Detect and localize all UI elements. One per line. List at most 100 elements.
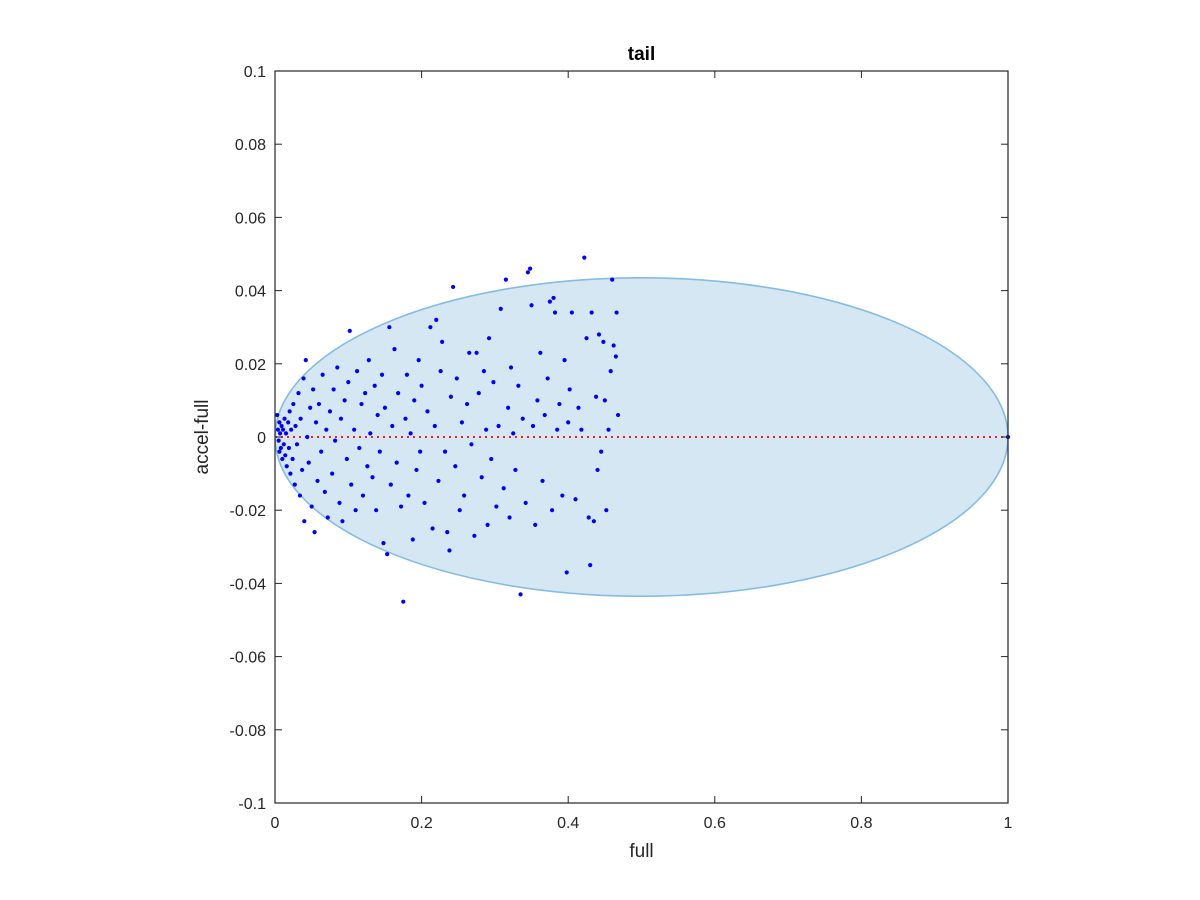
y-axis-label: accel-full — [192, 400, 213, 475]
data-point — [498, 306, 503, 311]
data-point — [368, 431, 373, 436]
data-point — [333, 438, 338, 443]
data-point — [486, 336, 492, 341]
y-tick-label: 0.1 — [244, 64, 266, 81]
data-point — [595, 467, 600, 473]
x-tick-label: 0.2 — [410, 815, 432, 832]
data-point — [283, 453, 288, 458]
data-point — [505, 405, 511, 410]
data-point — [533, 522, 538, 527]
x-axis-label: full — [629, 841, 653, 862]
data-point — [357, 445, 362, 451]
data-point — [442, 449, 448, 454]
data-point — [372, 383, 377, 388]
data-point — [551, 295, 556, 301]
data-point — [347, 328, 352, 333]
data-point — [325, 515, 330, 520]
data-point — [392, 347, 397, 352]
data-point — [375, 412, 380, 418]
data-point — [410, 537, 415, 542]
data-point — [513, 467, 518, 473]
data-point — [344, 456, 349, 462]
data-point — [484, 427, 489, 432]
data-point — [445, 530, 450, 535]
data-point — [567, 387, 572, 392]
data-point — [306, 460, 311, 465]
data-point — [507, 515, 512, 520]
data-point — [284, 464, 289, 469]
data-point — [525, 270, 530, 275]
data-point — [298, 416, 303, 421]
data-point — [440, 339, 445, 344]
data-point — [308, 405, 313, 410]
data-point — [277, 420, 282, 425]
data-point — [462, 493, 467, 498]
data-point — [564, 570, 569, 575]
data-point — [291, 401, 296, 407]
data-point — [454, 376, 459, 381]
data-point — [535, 398, 540, 403]
data-points — [275, 255, 1011, 604]
data-point — [579, 427, 584, 432]
data-point — [286, 445, 292, 451]
data-point — [401, 599, 406, 604]
data-point — [422, 500, 427, 505]
data-point — [360, 493, 366, 498]
x-tick-label: 0.8 — [850, 815, 872, 832]
data-point — [331, 387, 336, 392]
data-point — [280, 427, 286, 432]
data-point — [385, 552, 390, 557]
data-point — [557, 401, 562, 407]
data-point — [416, 358, 421, 363]
y-tick-label: 0.08 — [235, 137, 266, 154]
data-point — [438, 369, 443, 374]
data-point — [363, 390, 368, 396]
data-point — [589, 310, 594, 315]
data-point — [276, 438, 281, 443]
data-point — [419, 383, 424, 388]
data-point — [403, 416, 408, 421]
data-point — [518, 592, 523, 597]
data-point — [387, 325, 392, 330]
data-point — [599, 449, 604, 454]
data-point — [489, 456, 494, 462]
data-point — [569, 310, 574, 315]
data-point — [508, 365, 514, 370]
data-point — [277, 449, 282, 454]
data-point — [396, 390, 401, 396]
data-point — [354, 369, 360, 374]
data-point — [398, 504, 404, 509]
data-point — [275, 412, 280, 418]
data-point — [494, 504, 499, 509]
data-point — [576, 405, 581, 410]
data-point — [496, 423, 501, 429]
data-point — [527, 266, 533, 271]
data-point — [278, 431, 283, 436]
data-point — [327, 409, 333, 414]
data-point — [434, 317, 439, 322]
data-point — [278, 445, 283, 451]
data-point — [428, 325, 433, 330]
data-point — [280, 456, 285, 462]
data-point — [481, 369, 487, 374]
x-axis-ticks: 0 0.2 0.4 0.6 0.8 1 — [271, 71, 1013, 832]
data-point — [613, 354, 618, 359]
data-point — [593, 394, 599, 399]
data-point — [549, 508, 555, 513]
data-point — [457, 508, 462, 513]
data-point — [290, 456, 295, 462]
data-point — [365, 464, 370, 469]
data-point — [547, 299, 552, 304]
data-point — [529, 303, 534, 308]
data-point — [530, 423, 536, 429]
data-point — [552, 310, 558, 315]
data-point — [464, 401, 470, 407]
data-point — [359, 401, 364, 407]
data-point — [425, 409, 430, 414]
data-point — [366, 358, 371, 363]
data-point — [614, 310, 619, 315]
data-point — [611, 343, 616, 348]
data-point — [474, 350, 479, 355]
data-point — [294, 442, 300, 447]
data-point — [451, 284, 456, 290]
